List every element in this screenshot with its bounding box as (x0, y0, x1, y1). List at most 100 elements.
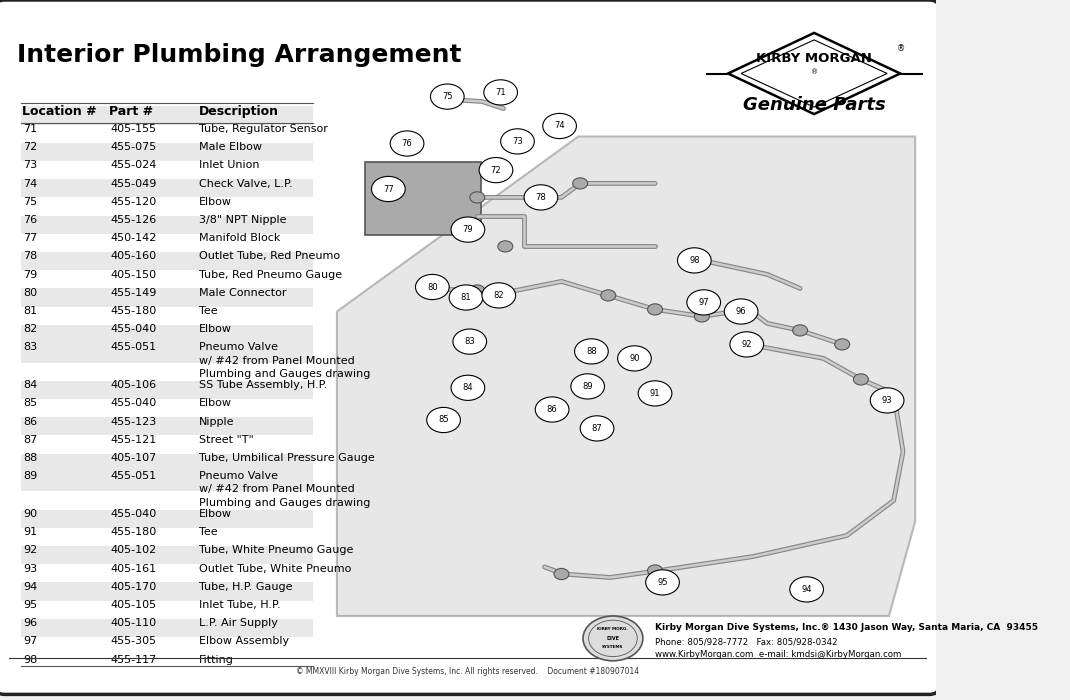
Circle shape (427, 407, 460, 433)
FancyBboxPatch shape (20, 546, 314, 564)
Text: 455-305: 455-305 (110, 636, 156, 646)
Text: 455-180: 455-180 (110, 306, 156, 316)
Text: 455-123: 455-123 (110, 416, 156, 426)
Text: Elbow: Elbow (199, 197, 232, 206)
Circle shape (391, 131, 424, 156)
Circle shape (542, 113, 577, 139)
Text: Male Connector: Male Connector (199, 288, 287, 298)
Circle shape (479, 158, 513, 183)
Circle shape (694, 311, 709, 322)
Text: DIVE: DIVE (607, 636, 620, 641)
Text: Tee: Tee (199, 306, 218, 316)
Text: 85: 85 (24, 398, 37, 408)
Circle shape (452, 375, 485, 400)
Text: Elbow: Elbow (199, 324, 232, 334)
Circle shape (583, 616, 643, 661)
Circle shape (835, 339, 850, 350)
Text: 455-180: 455-180 (110, 527, 156, 537)
Circle shape (570, 374, 605, 399)
Text: 78: 78 (24, 251, 37, 261)
FancyBboxPatch shape (20, 179, 314, 197)
Text: 405-160: 405-160 (110, 251, 156, 261)
Text: 405-150: 405-150 (110, 270, 156, 279)
Text: 75: 75 (442, 92, 453, 101)
Text: 91: 91 (649, 389, 660, 398)
Text: 87: 87 (24, 435, 37, 444)
Text: 455-051: 455-051 (110, 471, 156, 481)
Text: 78: 78 (535, 193, 547, 202)
Circle shape (470, 192, 485, 203)
Polygon shape (337, 136, 915, 616)
Text: KIRBY MORGAN: KIRBY MORGAN (756, 52, 872, 64)
Text: Inlet Union: Inlet Union (199, 160, 260, 170)
Text: 76: 76 (401, 139, 412, 148)
Text: Location #: Location # (22, 105, 97, 118)
Text: 85: 85 (439, 416, 449, 424)
FancyBboxPatch shape (20, 417, 314, 435)
Text: 92: 92 (24, 545, 37, 555)
Text: 94: 94 (801, 585, 812, 594)
Text: 455-040: 455-040 (110, 398, 156, 408)
Text: 88: 88 (586, 347, 597, 356)
Text: 73: 73 (513, 137, 523, 146)
Text: Inlet Tube, H.P.: Inlet Tube, H.P. (199, 600, 281, 610)
Text: 405-110: 405-110 (110, 618, 156, 628)
Text: Elbow: Elbow (199, 509, 232, 519)
Text: 71: 71 (24, 124, 37, 134)
Circle shape (575, 339, 608, 364)
Circle shape (430, 84, 464, 109)
Text: 455-040: 455-040 (110, 324, 156, 334)
Text: 96: 96 (736, 307, 747, 316)
Text: ®: ® (897, 45, 905, 53)
Text: 91: 91 (24, 527, 37, 537)
Text: Pneumo Valve
w/ #42 from Panel Mounted
Plumbing and Gauges drawing: Pneumo Valve w/ #42 from Panel Mounted P… (199, 471, 370, 508)
Text: 84: 84 (24, 380, 37, 390)
FancyBboxPatch shape (20, 381, 314, 399)
Polygon shape (728, 33, 900, 114)
Text: Outlet Tube, White Pneumo: Outlet Tube, White Pneumo (199, 564, 352, 573)
Text: 82: 82 (24, 324, 37, 334)
FancyBboxPatch shape (20, 582, 314, 601)
Text: 77: 77 (24, 233, 37, 243)
Text: Male Elbow: Male Elbow (199, 142, 262, 152)
Circle shape (645, 570, 679, 595)
Text: 86: 86 (24, 416, 37, 426)
FancyBboxPatch shape (20, 143, 314, 161)
Text: 87: 87 (592, 424, 602, 433)
Circle shape (535, 397, 569, 422)
Text: 94: 94 (24, 582, 37, 591)
Text: 89: 89 (582, 382, 593, 391)
Text: Elbow Assembly: Elbow Assembly (199, 636, 290, 646)
Circle shape (647, 304, 662, 315)
Text: 455-051: 455-051 (110, 342, 156, 352)
Text: Outlet Tube, Red Pneumo: Outlet Tube, Red Pneumo (199, 251, 340, 261)
Text: 97: 97 (699, 298, 709, 307)
Text: 98: 98 (24, 654, 37, 664)
Text: Genuine Parts: Genuine Parts (743, 96, 886, 114)
Text: Kirby Morgan Dive Systems, Inc.® 1430 Jason Way, Santa Maria, CA  93455: Kirby Morgan Dive Systems, Inc.® 1430 Ja… (655, 624, 1038, 632)
Text: Manifold Block: Manifold Block (199, 233, 280, 243)
Text: www.KirbyMorgan.com  e-mail: kmdsi@KirbyMorgan.com: www.KirbyMorgan.com e-mail: kmdsi@KirbyM… (655, 650, 901, 659)
Text: L.P. Air Supply: L.P. Air Supply (199, 618, 278, 628)
Circle shape (638, 381, 672, 406)
Circle shape (484, 80, 518, 105)
Text: 450-142: 450-142 (110, 233, 157, 243)
Text: 95: 95 (24, 600, 37, 610)
Text: 79: 79 (24, 270, 37, 279)
Text: 81: 81 (24, 306, 37, 316)
Text: 93: 93 (882, 396, 892, 405)
FancyBboxPatch shape (20, 454, 314, 491)
Text: 455-121: 455-121 (110, 435, 156, 444)
Text: 455-120: 455-120 (110, 197, 156, 206)
Text: 405-102: 405-102 (110, 545, 156, 555)
Text: SYSTEMS: SYSTEMS (602, 645, 624, 649)
Text: ®: ® (811, 69, 817, 75)
Text: Tube, Regulator Sensor: Tube, Regulator Sensor (199, 124, 328, 134)
FancyBboxPatch shape (20, 288, 314, 307)
Text: 93: 93 (24, 564, 37, 573)
Text: Tube, White Pneumo Gauge: Tube, White Pneumo Gauge (199, 545, 354, 555)
Text: 90: 90 (24, 509, 37, 519)
Text: Description: Description (198, 105, 278, 118)
Text: 96: 96 (24, 618, 37, 628)
Circle shape (730, 332, 764, 357)
